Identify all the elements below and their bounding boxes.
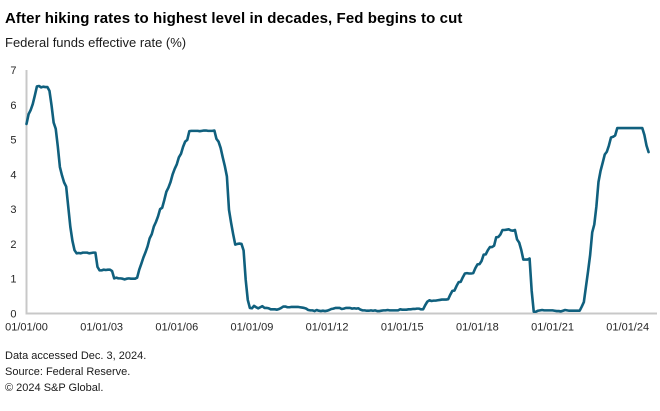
footer-data-accessed: Data accessed Dec. 3, 2024. bbox=[5, 350, 147, 362]
y-tick-label: 4 bbox=[10, 169, 16, 181]
fed-funds-line-chart: 0 1 2 3 4 5 6 7 01/01/00 01/01/03 01/01/06 01/01/09… bbox=[0, 57, 660, 347]
chart-header: After hiking rates to highest level in d… bbox=[0, 0, 660, 51]
y-tick-label: 2 bbox=[10, 239, 16, 251]
y-tick-label: 0 bbox=[10, 309, 16, 321]
rate-line bbox=[25, 84, 650, 314]
x-tick-label: 01/01/00 bbox=[5, 322, 48, 334]
x-tick-label: 01/01/09 bbox=[231, 322, 274, 334]
chart-subtitle: Federal funds effective rate (%) bbox=[5, 35, 187, 50]
y-tick-label: 1 bbox=[10, 274, 16, 286]
x-tick-label: 01/01/12 bbox=[306, 322, 349, 334]
footer-copyright: © 2024 S&P Global. bbox=[5, 382, 104, 394]
y-tick-label: 7 bbox=[10, 65, 16, 77]
x-tick-label: 01/01/24 bbox=[606, 322, 649, 334]
x-tick-label: 01/01/21 bbox=[531, 322, 574, 334]
x-tick-label: 01/01/15 bbox=[381, 322, 424, 334]
footer-source: Source: Federal Reserve. bbox=[5, 366, 131, 378]
x-tick-label: 01/01/03 bbox=[80, 322, 123, 334]
x-tick-label: 01/01/06 bbox=[155, 322, 198, 334]
y-tick-label: 5 bbox=[10, 135, 16, 147]
x-tick-label: 01/01/18 bbox=[456, 322, 499, 334]
chart-title: After hiking rates to highest level in d… bbox=[5, 10, 463, 27]
y-tick-label: 3 bbox=[10, 204, 16, 216]
line-chart-canvas: 0 1 2 3 4 5 6 7 01/01/00 01/01/03 01/01/06 01/01/09… bbox=[5, 65, 657, 334]
chart-footer: Data accessed Dec. 3, 2024. Source: Fede… bbox=[0, 347, 660, 394]
y-tick-label: 6 bbox=[10, 100, 16, 112]
